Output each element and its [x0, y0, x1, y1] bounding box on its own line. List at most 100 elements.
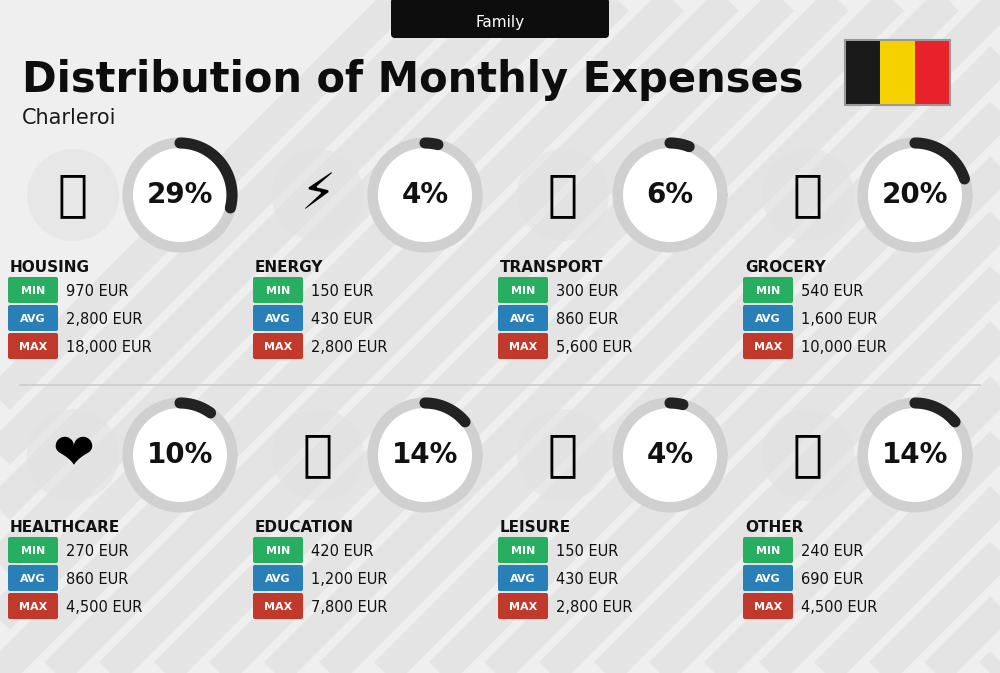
FancyBboxPatch shape	[743, 305, 793, 331]
Text: 6%: 6%	[646, 181, 694, 209]
FancyBboxPatch shape	[8, 537, 58, 563]
Text: 💰: 💰	[793, 431, 823, 479]
FancyBboxPatch shape	[253, 593, 303, 619]
Text: 🛒: 🛒	[793, 171, 823, 219]
Text: 4,500 EUR: 4,500 EUR	[66, 600, 142, 614]
FancyBboxPatch shape	[915, 40, 950, 105]
FancyBboxPatch shape	[253, 305, 303, 331]
Text: MAX: MAX	[509, 602, 537, 612]
Text: 1,200 EUR: 1,200 EUR	[311, 571, 388, 586]
FancyBboxPatch shape	[498, 593, 548, 619]
Text: OTHER: OTHER	[745, 520, 803, 536]
Circle shape	[623, 148, 717, 242]
Text: 540 EUR: 540 EUR	[801, 283, 863, 299]
Text: 5,600 EUR: 5,600 EUR	[556, 339, 632, 355]
Text: AVG: AVG	[20, 314, 46, 324]
Text: MIN: MIN	[266, 546, 290, 556]
FancyBboxPatch shape	[8, 333, 58, 359]
FancyBboxPatch shape	[498, 277, 548, 303]
Text: 14%: 14%	[392, 441, 458, 469]
FancyBboxPatch shape	[8, 305, 58, 331]
Text: 20%: 20%	[882, 181, 948, 209]
Text: MAX: MAX	[754, 342, 782, 352]
Text: 14%: 14%	[882, 441, 948, 469]
Text: 150 EUR: 150 EUR	[311, 283, 373, 299]
Circle shape	[272, 409, 364, 501]
Circle shape	[378, 148, 472, 242]
FancyBboxPatch shape	[498, 565, 548, 591]
FancyBboxPatch shape	[743, 593, 793, 619]
Circle shape	[868, 148, 962, 242]
Text: 970 EUR: 970 EUR	[66, 283, 128, 299]
Text: 4%: 4%	[401, 181, 449, 209]
Circle shape	[868, 408, 962, 502]
Text: MIN: MIN	[756, 286, 780, 296]
Text: 240 EUR: 240 EUR	[801, 544, 864, 559]
Text: MIN: MIN	[511, 546, 535, 556]
Text: 4%: 4%	[646, 441, 694, 469]
Circle shape	[517, 409, 609, 501]
FancyBboxPatch shape	[253, 537, 303, 563]
FancyBboxPatch shape	[880, 40, 915, 105]
FancyBboxPatch shape	[498, 305, 548, 331]
Text: ENERGY: ENERGY	[255, 260, 324, 275]
Text: AVG: AVG	[755, 574, 781, 584]
Text: AVG: AVG	[510, 574, 536, 584]
FancyBboxPatch shape	[845, 40, 880, 105]
Circle shape	[517, 149, 609, 241]
FancyBboxPatch shape	[253, 333, 303, 359]
Text: 🛍: 🛍	[548, 431, 578, 479]
FancyBboxPatch shape	[8, 565, 58, 591]
Text: 10,000 EUR: 10,000 EUR	[801, 339, 887, 355]
FancyBboxPatch shape	[391, 0, 609, 38]
Text: HEALTHCARE: HEALTHCARE	[10, 520, 120, 536]
Text: 🚌: 🚌	[548, 171, 578, 219]
Text: MIN: MIN	[756, 546, 780, 556]
Text: MAX: MAX	[264, 342, 292, 352]
Text: MIN: MIN	[511, 286, 535, 296]
Text: MAX: MAX	[754, 602, 782, 612]
Text: MAX: MAX	[19, 602, 47, 612]
Text: 2,800 EUR: 2,800 EUR	[311, 339, 388, 355]
Text: 420 EUR: 420 EUR	[311, 544, 374, 559]
Text: Charleroi: Charleroi	[22, 108, 116, 128]
Circle shape	[762, 149, 854, 241]
FancyBboxPatch shape	[743, 537, 793, 563]
Circle shape	[133, 148, 227, 242]
Circle shape	[623, 408, 717, 502]
Text: TRANSPORT: TRANSPORT	[500, 260, 604, 275]
FancyBboxPatch shape	[8, 277, 58, 303]
Text: 430 EUR: 430 EUR	[311, 312, 373, 326]
FancyBboxPatch shape	[8, 593, 58, 619]
Text: HOUSING: HOUSING	[10, 260, 90, 275]
Text: 7,800 EUR: 7,800 EUR	[311, 600, 388, 614]
Circle shape	[378, 408, 472, 502]
Text: MAX: MAX	[264, 602, 292, 612]
Text: AVG: AVG	[265, 574, 291, 584]
Text: ⚡: ⚡	[300, 171, 336, 219]
Text: 🎓: 🎓	[303, 431, 333, 479]
FancyBboxPatch shape	[253, 565, 303, 591]
Text: MAX: MAX	[19, 342, 47, 352]
Text: MIN: MIN	[266, 286, 290, 296]
FancyBboxPatch shape	[743, 333, 793, 359]
Text: 29%: 29%	[147, 181, 213, 209]
Text: AVG: AVG	[20, 574, 46, 584]
Text: 690 EUR: 690 EUR	[801, 571, 863, 586]
Text: AVG: AVG	[510, 314, 536, 324]
Text: MAX: MAX	[509, 342, 537, 352]
Text: Distribution of Monthly Expenses: Distribution of Monthly Expenses	[22, 59, 804, 101]
Text: 300 EUR: 300 EUR	[556, 283, 618, 299]
Text: 860 EUR: 860 EUR	[556, 312, 618, 326]
Text: 🏙: 🏙	[58, 171, 88, 219]
FancyBboxPatch shape	[253, 277, 303, 303]
Text: 10%: 10%	[147, 441, 213, 469]
Text: 270 EUR: 270 EUR	[66, 544, 129, 559]
Text: ❤: ❤	[52, 431, 94, 479]
FancyBboxPatch shape	[743, 277, 793, 303]
FancyBboxPatch shape	[498, 333, 548, 359]
Text: MIN: MIN	[21, 286, 45, 296]
Text: Family: Family	[475, 15, 525, 30]
Text: AVG: AVG	[265, 314, 291, 324]
Text: LEISURE: LEISURE	[500, 520, 571, 536]
